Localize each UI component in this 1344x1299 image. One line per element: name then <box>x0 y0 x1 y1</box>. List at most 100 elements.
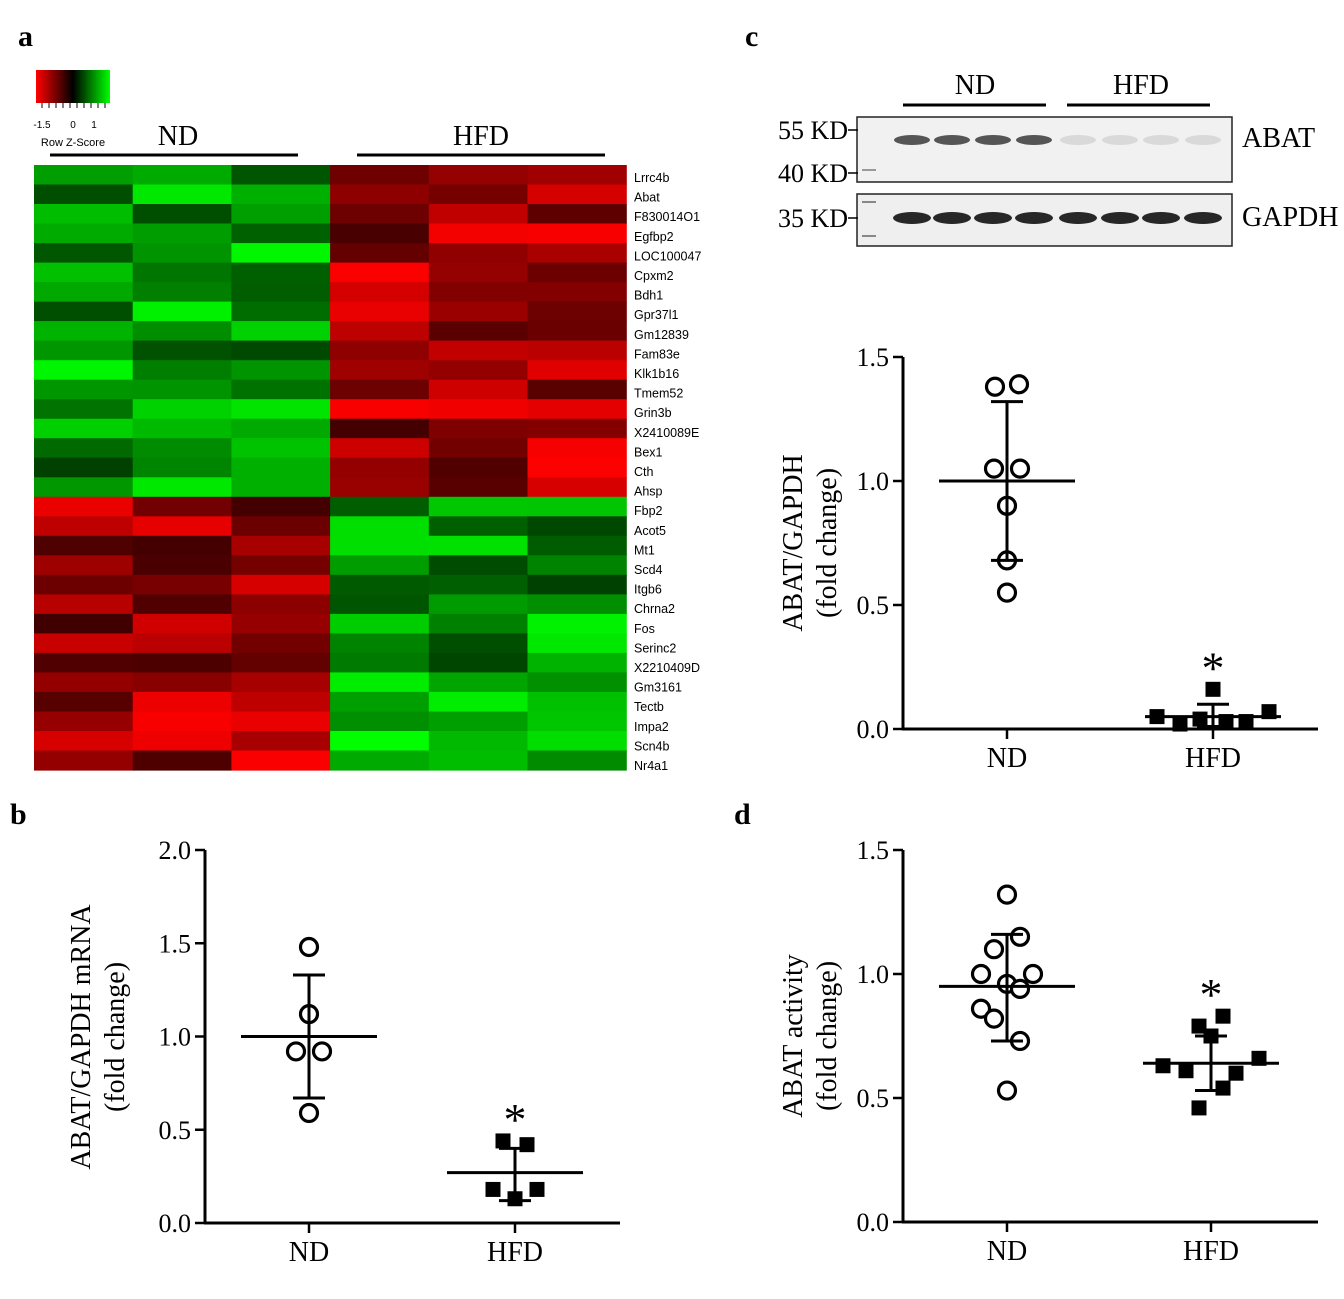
heatmap-cell <box>527 282 627 303</box>
heatmap-cell <box>231 535 331 556</box>
y-axis-label: ABAT/GAPDH (fold change) <box>778 454 843 631</box>
heatmap-row-label: Itgb6 <box>634 583 662 597</box>
data-point-nd <box>996 1080 1018 1101</box>
heatmap-cell <box>231 477 331 498</box>
heatmap-cell <box>428 184 529 205</box>
blot-marker-label: 55 KD <box>778 116 848 145</box>
data-point-nd <box>970 963 992 985</box>
heatmap-cell <box>330 574 430 595</box>
heatmap-cell <box>330 613 430 634</box>
heatmap-cell <box>132 340 232 361</box>
heatmap-cell <box>132 496 232 517</box>
heatmap-cell <box>527 243 627 264</box>
x-tick-label: ND <box>289 1237 329 1268</box>
heatmap-cell <box>428 418 529 439</box>
heatmap-cell <box>34 535 134 556</box>
x-tick-label: HFD <box>487 1237 543 1268</box>
heatmap-cell <box>428 379 529 400</box>
heatmap-row-label: Cpxm2 <box>634 269 674 283</box>
heatmap-row-label: Lrrc4b <box>634 171 669 185</box>
color-key-tick-label: -1.5 <box>33 120 51 131</box>
heatmap-cell <box>428 516 529 537</box>
heatmap-row-label: Chrna2 <box>634 602 675 616</box>
data-point-hfd <box>1178 1063 1194 1079</box>
color-key-tick-label: 0 <box>70 120 76 131</box>
blot-band-label-abat: ABAT <box>1242 123 1315 154</box>
heatmap-cell <box>527 613 627 634</box>
heatmap-cell <box>527 633 627 654</box>
heatmap-cell <box>330 750 430 771</box>
heatmap-row-label: Acot5 <box>634 524 666 538</box>
heatmap-cell <box>428 555 529 576</box>
heatmap-cell <box>330 262 430 283</box>
data-point-nd <box>996 582 1018 603</box>
heatmap-cell <box>132 165 232 186</box>
heatmap-cell <box>428 574 529 595</box>
y-tick-label: 0.5 <box>857 591 890 620</box>
heatmap-cell <box>132 399 232 420</box>
blot-band-abat <box>1185 135 1221 145</box>
heatmap-row-label: Gm3161 <box>634 681 682 695</box>
heatmap-cell <box>330 282 430 303</box>
heatmap-cell <box>330 321 430 342</box>
heatmap-cell <box>527 457 627 478</box>
data-point-hfd <box>1228 1065 1244 1081</box>
heatmap-cell <box>231 165 331 186</box>
heatmap-cell <box>330 204 430 225</box>
heatmap-cell <box>330 243 430 264</box>
heatmap-cell <box>330 672 430 693</box>
data-point-nd <box>298 936 320 958</box>
heatmap-cell <box>527 594 627 615</box>
data-point-nd <box>1008 374 1030 395</box>
y-tick-label: 1.5 <box>159 929 192 958</box>
heatmap-row-label: Fam83e <box>634 347 680 361</box>
y-tick-label: 1.0 <box>857 960 890 989</box>
heatmap-cell <box>527 691 627 712</box>
heatmap-cell <box>428 633 529 654</box>
heatmap-cell <box>330 301 430 322</box>
blot-group-label-nd: ND <box>955 70 995 101</box>
data-point-nd <box>970 998 992 1019</box>
heatmap-cell <box>132 457 232 478</box>
heatmap-cell <box>428 204 529 225</box>
blot-band-gapdh <box>1015 212 1053 224</box>
heatmap-cell <box>428 535 529 556</box>
heatmap-cell <box>132 652 232 673</box>
heatmap-cell <box>132 360 232 381</box>
significance-marker: * <box>504 1094 527 1145</box>
y-tick-label: 2.0 <box>159 836 192 865</box>
y-tick-label: 0.0 <box>857 715 890 744</box>
heatmap-cell <box>428 672 529 693</box>
heatmap-cell <box>428 262 529 283</box>
heatmap-cell <box>34 711 134 732</box>
heatmap-cell <box>330 555 430 576</box>
heatmap-cell <box>132 184 232 205</box>
heatmap-cell <box>231 457 331 478</box>
heatmap-cell <box>428 691 529 712</box>
heatmap-cell <box>34 262 134 283</box>
heatmap-cell <box>527 418 627 439</box>
heatmap-cell <box>527 184 627 205</box>
heatmap-cell <box>527 731 627 752</box>
blot-band-abat <box>894 135 930 145</box>
heatmap-cell <box>34 379 134 400</box>
heatmap-cell <box>231 262 331 283</box>
heatmap-cell <box>428 301 529 322</box>
blot-band-gapdh <box>974 212 1012 224</box>
heatmap-cell <box>428 711 529 732</box>
blot-band-gapdh <box>933 212 971 224</box>
heatmap-cell <box>132 691 232 712</box>
heatmap-cell <box>34 672 134 693</box>
heatmap-cell <box>527 438 627 459</box>
heatmap-cell <box>527 574 627 595</box>
data-point-hfd <box>1172 716 1188 732</box>
heatmap-cell <box>34 496 134 517</box>
heatmap-cell <box>527 262 627 283</box>
heatmap-cell <box>34 204 134 225</box>
heatmap-cell <box>527 652 627 673</box>
heatmap-cell <box>132 574 232 595</box>
y-axis-label-line: (fold change) <box>812 468 843 618</box>
heatmap-cell <box>34 750 134 771</box>
heatmap-cell <box>231 574 331 595</box>
blot-marker-label: 40 KD <box>778 159 848 188</box>
